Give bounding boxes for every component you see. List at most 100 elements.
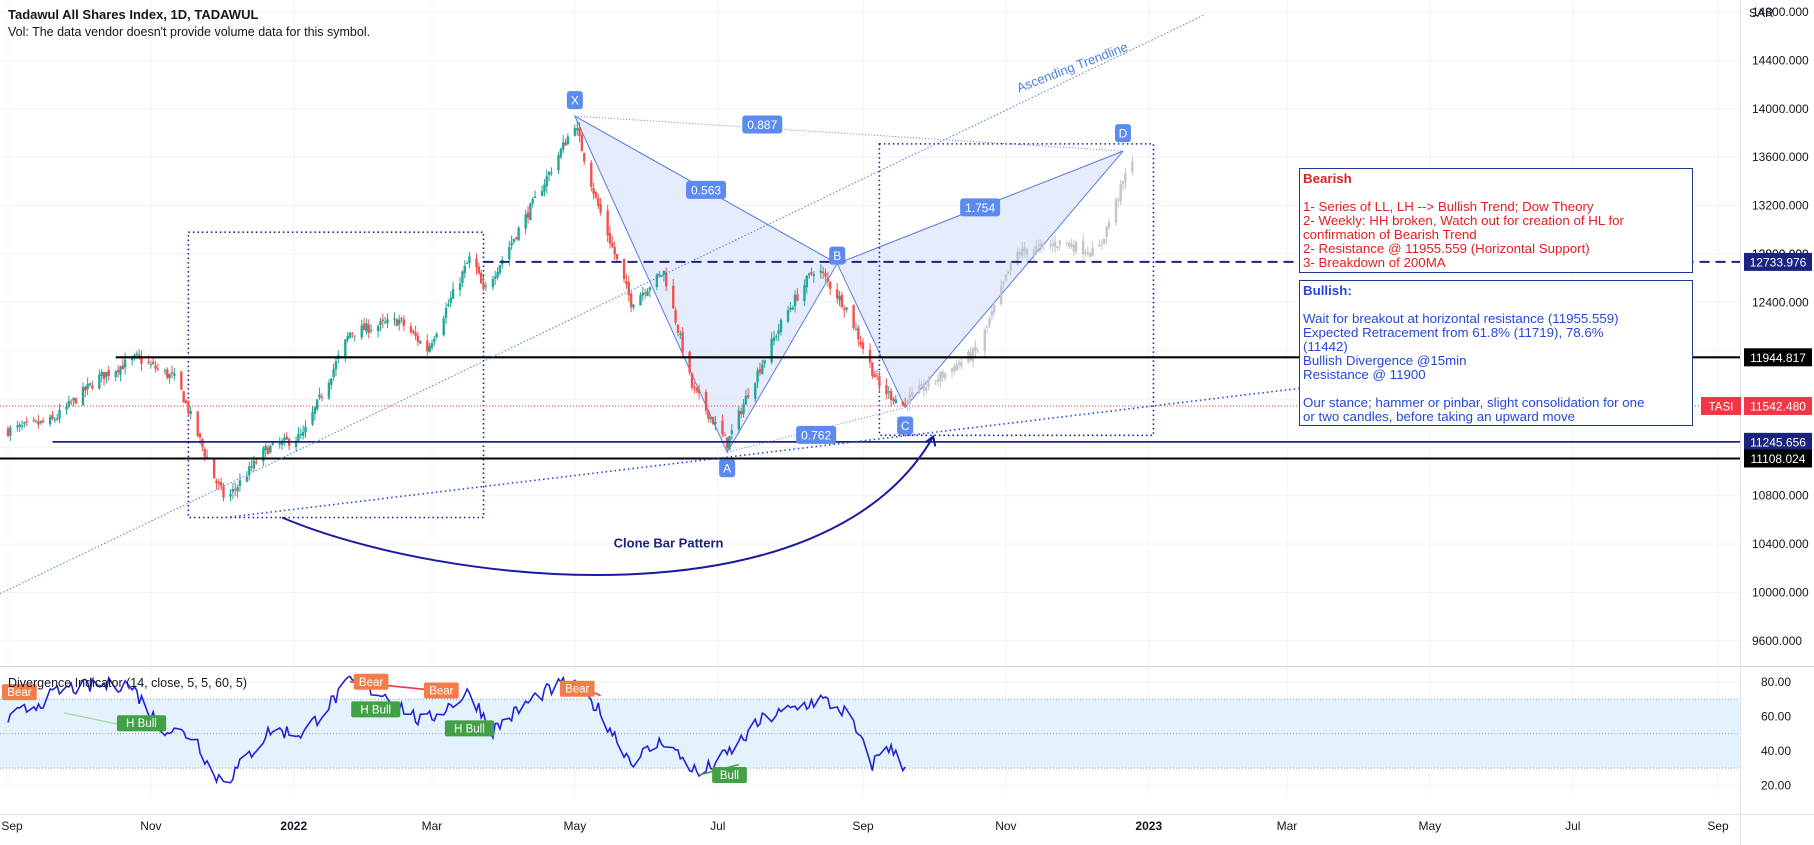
candle-body: [484, 285, 488, 287]
candle-body: [311, 412, 314, 425]
candle-body: [641, 292, 645, 296]
point-b: B: [833, 249, 841, 263]
clone-bar-arc: [281, 435, 935, 576]
candle-body: [219, 482, 223, 487]
candle-body: [789, 308, 792, 310]
price-tick-label: 10800.000: [1752, 489, 1809, 503]
candle-body: [23, 422, 26, 424]
candle-body: [231, 489, 235, 492]
candle-body: [166, 369, 169, 378]
ratio-xd-bg: [742, 115, 783, 134]
candle-body: [316, 399, 319, 410]
candle-body: [693, 386, 696, 388]
projection-bar: [955, 364, 958, 371]
candle-body: [580, 135, 584, 152]
candle-body: [526, 212, 530, 218]
point-x-bg: [566, 91, 583, 110]
candle-body: [810, 272, 813, 275]
candle-body: [362, 323, 366, 331]
candle-body: [379, 320, 382, 326]
candle-body: [81, 387, 85, 405]
candle-body: [660, 275, 663, 277]
candle-body: [540, 190, 544, 196]
candle-body: [351, 333, 354, 335]
candle-body: [561, 142, 565, 150]
ratio-xb-bg: [686, 180, 727, 199]
candle-body: [426, 340, 429, 352]
candle-body: [615, 253, 619, 260]
candle-body: [320, 396, 324, 398]
candle-body: [690, 373, 694, 388]
bearish-note[interactable]: Bearish 1- Series of LL, LH --> Bullish …: [1299, 168, 1693, 273]
candle-body: [559, 148, 563, 158]
candle-body: [442, 318, 445, 336]
candle-body: [739, 411, 743, 415]
candle-body: [629, 293, 633, 308]
ratio-ac: 0.762: [801, 428, 831, 442]
candle-body: [217, 481, 221, 484]
projection-bar: [1053, 241, 1057, 247]
projection-bar: [1056, 246, 1059, 249]
candle-body: [845, 307, 848, 310]
candle-body: [105, 372, 108, 377]
candle-body: [369, 330, 373, 332]
candle-body: [414, 332, 417, 337]
candle-body: [573, 128, 577, 136]
ratio-bd-bg: [960, 198, 1001, 217]
point-d-bg: [1115, 124, 1132, 143]
candle-body: [821, 271, 825, 274]
projection-bars: [906, 155, 1134, 411]
candle-body: [395, 319, 399, 326]
candle-body: [840, 294, 844, 308]
xd-line: [574, 115, 1124, 152]
price-tick-label: 14800.000: [1752, 5, 1809, 19]
candle-body: [543, 184, 546, 192]
candle-body: [264, 445, 267, 451]
candle-body: [198, 433, 202, 438]
indicator-title[interactable]: Divergence Indicator (14, close, 5, 5, 6…: [8, 676, 248, 690]
divergence-tag-bg: [351, 701, 401, 718]
divergence-tag: Bear: [429, 685, 453, 697]
projection-bar: [922, 384, 926, 391]
candle-body: [854, 329, 858, 331]
candle-body: [688, 351, 691, 373]
candle-body: [25, 421, 28, 423]
price-tick-label: 13200.000: [1752, 199, 1809, 213]
projection-bar: [943, 373, 947, 379]
candle-body: [212, 459, 216, 479]
projection-bar: [953, 366, 956, 371]
price-tag-bg: [1744, 432, 1812, 451]
projection-bar: [1117, 199, 1120, 201]
divergence-tag: Bear: [565, 684, 589, 696]
projection-bar: [910, 391, 914, 396]
candle-body: [836, 289, 839, 299]
projection-bar: [1023, 246, 1026, 252]
candle-body: [515, 237, 518, 239]
candle-body: [163, 370, 167, 372]
candle-body: [236, 487, 239, 492]
candle-body: [37, 421, 40, 425]
candle-body: [304, 426, 307, 433]
candle-body: [625, 281, 628, 284]
projection-bar: [1100, 242, 1104, 244]
candle-body: [301, 431, 305, 437]
candle-body: [330, 378, 333, 385]
symbol-tag: TASI: [1709, 401, 1734, 413]
candle-body: [16, 425, 19, 428]
candle-body: [67, 400, 71, 407]
point-d: D: [1119, 127, 1128, 141]
candle-body: [873, 374, 876, 378]
projection-bar: [1074, 242, 1078, 252]
candle-body: [154, 365, 157, 369]
candle-body: [156, 368, 160, 370]
bullish-line: (11442): [1303, 339, 1348, 354]
projection-bar: [976, 351, 979, 353]
bullish-note[interactable]: Bullish: Wait for breakout at horizontal…: [1299, 280, 1693, 426]
projection-bar: [1098, 244, 1101, 247]
candle-body: [793, 294, 797, 307]
candle-body: [318, 394, 321, 398]
candle-body: [730, 430, 734, 434]
time-tick-label: 2022: [280, 819, 307, 833]
candle-body: [498, 265, 502, 273]
